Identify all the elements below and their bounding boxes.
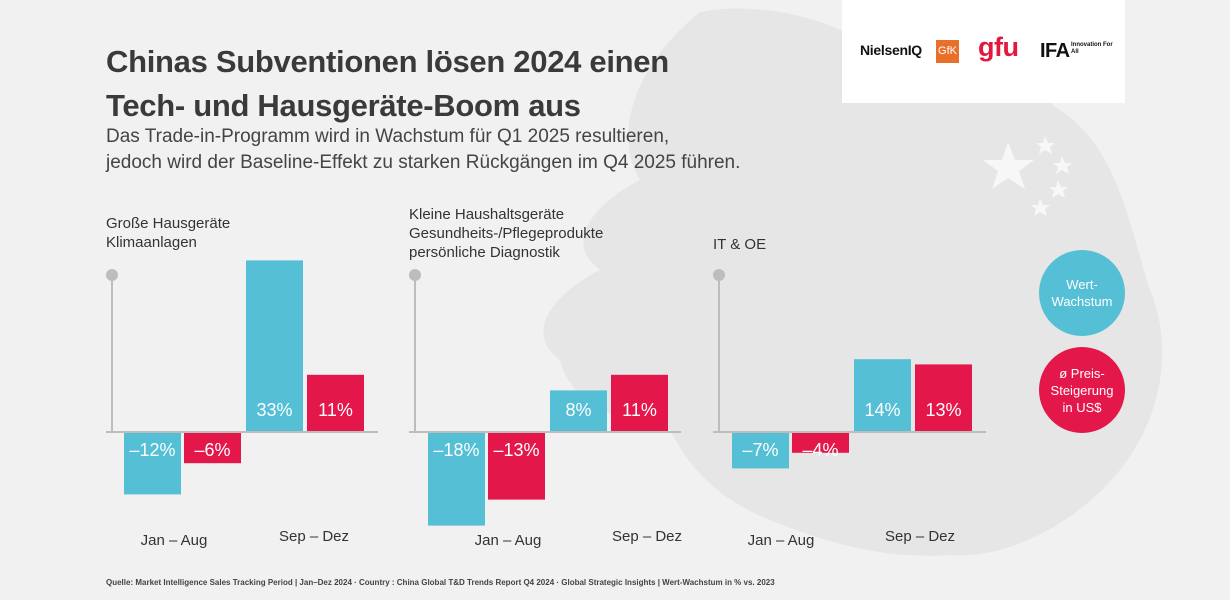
gfu-logo: gfu — [978, 32, 1019, 62]
bar-value-label: 33% — [256, 400, 292, 420]
bar-value-label: –13% — [493, 440, 539, 460]
panel-label-line: IT & OE — [713, 236, 767, 253]
partner-logos: NielsenIQ GfK gfu IFA Innovation For All — [842, 0, 1125, 103]
bar — [428, 432, 485, 526]
bar — [854, 359, 911, 432]
bar-value-label: 14% — [864, 400, 900, 420]
panel-label-line: Große Hausgeräte — [106, 215, 231, 232]
panel-label-line: Kleine Haushaltsgeräte — [409, 206, 565, 223]
bar — [307, 374, 364, 432]
ifa-logo: IFA — [1040, 40, 1070, 62]
category-label: Sep – Dez — [279, 528, 349, 545]
legend-wert-wachstum: Wert-Wachstum — [1039, 250, 1125, 336]
small-star-icon — [1031, 198, 1050, 216]
panel-label-line: persönliche Diagnostik — [409, 244, 560, 261]
gfk-logo: GfK — [936, 40, 959, 63]
legend-preis-label: ø Preis-Steigerung in US$ — [1050, 365, 1114, 415]
panel-label-line: Klimaanlagen — [106, 234, 197, 251]
bar — [792, 432, 849, 453]
bar — [915, 364, 972, 432]
bar-value-label: 11% — [622, 400, 657, 420]
bar-value-label: –18% — [433, 440, 479, 460]
title-line: Tech- und Hausgeräte-Boom aus — [106, 88, 581, 123]
legend-preis-steigerung: ø Preis-Steigerung in US$ — [1039, 347, 1125, 433]
ifa-tagline: Innovation For All — [1071, 42, 1113, 55]
panel-label-line: Gesundheits-/Pflegeprodukte — [409, 225, 604, 242]
bar-value-label: 11% — [318, 400, 353, 420]
legend-wert-label: Wert-Wachstum — [1051, 277, 1113, 309]
bar-value-label: –4% — [802, 440, 838, 460]
bar — [124, 432, 181, 495]
bar — [488, 432, 545, 500]
bar-value-label: –6% — [194, 440, 230, 460]
bar-value-label: 8% — [565, 400, 591, 420]
bar-value-label: –12% — [129, 440, 175, 460]
small-star-icon — [1036, 136, 1055, 154]
category-label: Jan – Aug — [475, 532, 542, 549]
small-star-icon — [1053, 156, 1072, 174]
bar — [184, 432, 241, 464]
category-label: Jan – Aug — [141, 532, 208, 549]
y-axis-dot — [409, 269, 421, 281]
category-label: Jan – Aug — [748, 532, 815, 549]
bar — [732, 432, 789, 469]
nielseniq-logo: NielsenIQ — [860, 42, 922, 58]
y-axis-dot — [106, 269, 118, 281]
small-star-icon — [1049, 180, 1068, 198]
bar — [611, 374, 668, 432]
title-line: Chinas Subventionen lösen 2024 einen — [106, 44, 669, 79]
bar-value-label: 13% — [925, 400, 961, 420]
y-axis-dot — [713, 269, 725, 281]
panel-label-large-appliances: Große Hausgeräte Klimaanlagen — [106, 214, 230, 252]
bar — [550, 390, 607, 432]
subtitle-line: jedoch wird der Baseline-Effekt zu stark… — [106, 152, 741, 173]
source-note: Quelle: Market Intelligence Sales Tracki… — [106, 578, 775, 587]
large-star-icon — [983, 142, 1034, 189]
page-title: Chinas Subventionen lösen 2024 einen Tec… — [106, 40, 669, 128]
subtitle-line: Das Trade-in-Programm wird in Wachstum f… — [106, 126, 670, 147]
bar-value-label: –7% — [742, 440, 778, 460]
category-label: Sep – Dez — [885, 528, 955, 545]
bar — [246, 260, 303, 432]
category-label: Sep – Dez — [612, 528, 682, 545]
page-subtitle: Das Trade-in-Programm wird in Wachstum f… — [106, 124, 740, 176]
panel-label-small-appliances: Kleine Haushaltsgeräte Gesundheits-/Pfleg… — [409, 205, 603, 262]
panel-label-it-oe: IT & OE — [713, 235, 766, 254]
